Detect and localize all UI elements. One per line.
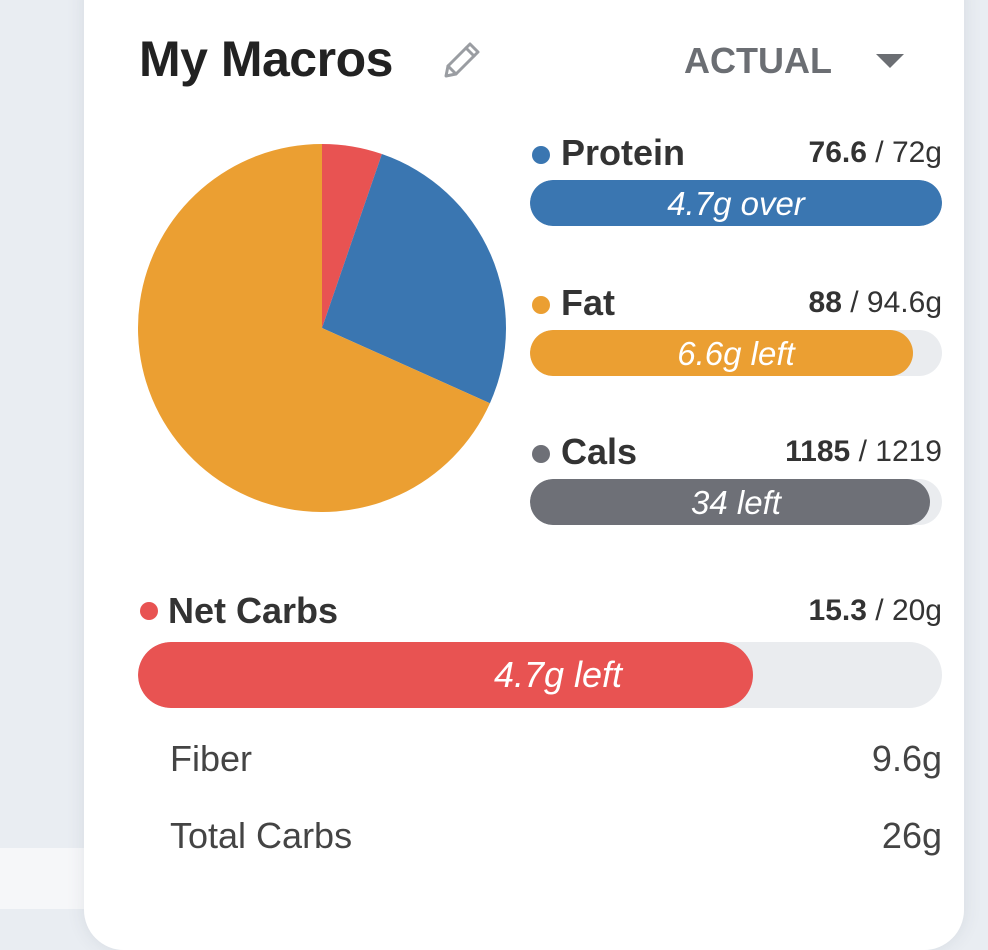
protein-dot (532, 146, 550, 164)
cals-progress-fill (530, 479, 931, 525)
fat-goal: / 94.6g (841, 286, 942, 319)
fat-name: Fat (561, 282, 615, 323)
net-carbs-goal: / 20g (866, 594, 942, 627)
protein-progress-fill (530, 180, 942, 226)
protein-value: 76.6 / 72g (809, 136, 942, 170)
pie-slice-fat (138, 144, 490, 512)
net-carbs-value: 15.3 / 20g (809, 594, 942, 628)
mode-dropdown[interactable]: ACTUAL (684, 38, 914, 86)
pencil-icon[interactable] (438, 38, 484, 84)
protein-bar-label: 4.7g over (667, 185, 805, 222)
page-title: My Macros (139, 31, 393, 87)
macro-row-protein: Protein 76.6 / 72g 4.7g over (530, 132, 942, 228)
fiber-value: 9.6g (871, 738, 942, 779)
fat-dot (532, 296, 550, 314)
fat-value: 88 / 94.6g (809, 286, 942, 320)
cals-current: 1185 (785, 435, 851, 468)
net-carbs-row: Net Carbs 15.3 / 20g 4.7g left (138, 590, 942, 710)
total-carbs-row: Total Carbs 26g (170, 815, 942, 859)
fat-progress-fill (530, 330, 914, 376)
fat-bar-label: 6.6g left (677, 335, 795, 372)
net-carbs-progress-fill (138, 642, 754, 708)
net-carbs-current: 15.3 (808, 594, 867, 627)
cals-progress-track: 34 left (530, 479, 942, 525)
protein-progress-track: 4.7g over (530, 180, 942, 226)
protein-goal: / 72g (866, 136, 942, 169)
macro-row-cals: Cals 1185 / 1219 34 left (530, 431, 942, 527)
macros-pie-chart (138, 144, 506, 512)
cals-name: Cals (561, 431, 638, 472)
cals-value: 1185 / 1219 (785, 435, 942, 469)
protein-current: 76.6 (808, 136, 867, 169)
fiber-label: Fiber (170, 738, 253, 779)
cals-goal: / 1219 (850, 435, 942, 468)
pie-slice-protein (322, 154, 506, 404)
protein-name: Protein (561, 132, 686, 173)
macro-row-fat: Fat 88 / 94.6g 6.6g left (530, 282, 942, 378)
fat-progress-track: 6.6g left (530, 330, 942, 376)
total-carbs-label: Total Carbs (170, 815, 353, 856)
net-carbs-dot (140, 602, 158, 620)
cals-dot (532, 445, 550, 463)
net-carbs-name: Net Carbs (168, 590, 339, 631)
net-carbs-progress-track: 4.7g left (138, 642, 942, 708)
net-carbs-bar-label: 4.7g left (493, 654, 623, 695)
pie-slice-net-carbs (322, 144, 382, 328)
caret-down-icon (876, 54, 904, 68)
fiber-row: Fiber 9.6g (170, 738, 942, 782)
total-carbs-value: 26g (881, 815, 942, 856)
fat-current: 88 (808, 286, 842, 319)
mode-dropdown-label: ACTUAL (684, 40, 832, 81)
cals-bar-label: 34 left (691, 484, 781, 521)
